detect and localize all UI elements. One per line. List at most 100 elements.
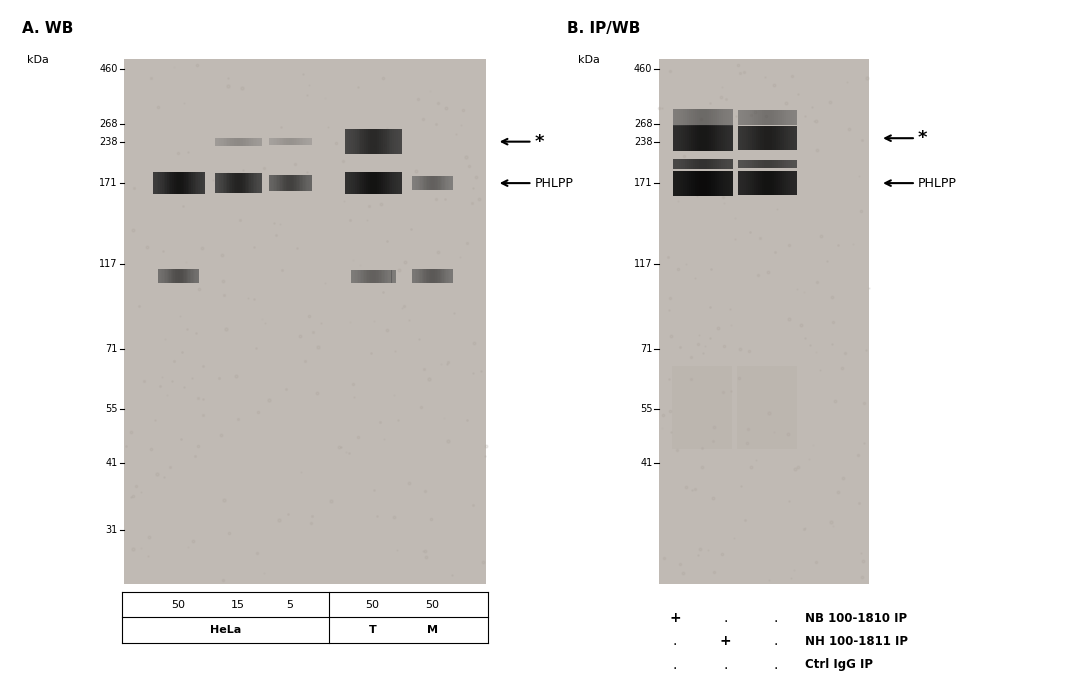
Bar bbox=[233, 138, 235, 146]
Bar bbox=[239, 173, 240, 193]
Bar bbox=[752, 171, 754, 195]
Bar bbox=[225, 138, 226, 146]
Bar bbox=[279, 138, 280, 145]
Text: 50: 50 bbox=[172, 600, 185, 609]
Bar bbox=[780, 110, 782, 125]
Bar bbox=[305, 138, 306, 145]
Bar bbox=[295, 138, 296, 145]
Bar bbox=[713, 159, 715, 169]
Bar bbox=[701, 109, 703, 126]
Bar bbox=[230, 173, 232, 193]
Bar bbox=[699, 159, 701, 169]
Bar bbox=[772, 126, 773, 150]
Bar bbox=[260, 173, 262, 193]
Bar bbox=[381, 172, 383, 194]
Bar bbox=[386, 270, 387, 283]
Bar bbox=[171, 172, 172, 194]
Bar bbox=[727, 171, 729, 196]
Bar bbox=[400, 172, 402, 194]
Bar bbox=[428, 176, 429, 190]
Bar bbox=[696, 171, 697, 196]
Bar bbox=[353, 270, 355, 283]
Text: 268: 268 bbox=[634, 120, 652, 129]
Bar bbox=[742, 160, 744, 168]
Bar bbox=[259, 138, 260, 146]
Bar bbox=[782, 110, 784, 125]
Bar bbox=[219, 173, 221, 193]
Bar bbox=[766, 110, 768, 125]
Bar bbox=[287, 138, 288, 145]
Bar bbox=[253, 138, 254, 146]
Bar bbox=[785, 160, 787, 168]
Bar bbox=[703, 159, 705, 169]
Bar bbox=[251, 138, 253, 146]
Bar bbox=[708, 159, 711, 169]
Bar bbox=[435, 269, 436, 283]
Bar bbox=[684, 125, 685, 151]
Bar bbox=[168, 269, 170, 283]
Bar bbox=[761, 110, 764, 125]
Bar bbox=[162, 172, 163, 194]
Bar bbox=[691, 125, 693, 151]
Text: .: . bbox=[673, 634, 677, 648]
Bar bbox=[170, 269, 171, 283]
Bar bbox=[770, 171, 772, 195]
Bar bbox=[723, 159, 725, 169]
Bar bbox=[737, 366, 797, 449]
Bar bbox=[673, 159, 675, 169]
Bar bbox=[436, 269, 438, 283]
Bar bbox=[363, 270, 364, 283]
Bar bbox=[163, 172, 165, 194]
Bar bbox=[361, 270, 363, 283]
Bar bbox=[701, 171, 703, 196]
Bar bbox=[717, 159, 719, 169]
Bar bbox=[381, 129, 383, 154]
Bar bbox=[280, 175, 282, 191]
Bar bbox=[448, 176, 449, 190]
Bar bbox=[677, 159, 679, 169]
Bar bbox=[288, 138, 291, 145]
Bar bbox=[754, 171, 756, 195]
Bar bbox=[283, 138, 284, 145]
Bar bbox=[707, 125, 708, 151]
Bar bbox=[794, 160, 796, 168]
Bar bbox=[754, 160, 756, 168]
Bar bbox=[181, 269, 183, 283]
Bar bbox=[725, 125, 727, 151]
Bar bbox=[768, 126, 770, 150]
Bar bbox=[703, 171, 705, 196]
Bar bbox=[164, 269, 165, 283]
Bar bbox=[438, 269, 440, 283]
Bar bbox=[782, 171, 784, 195]
Text: Ctrl IgG IP: Ctrl IgG IP bbox=[805, 659, 873, 671]
Bar bbox=[775, 126, 778, 150]
Bar bbox=[413, 176, 414, 190]
Bar bbox=[309, 175, 310, 191]
Bar bbox=[697, 125, 699, 151]
Bar bbox=[428, 269, 429, 283]
Bar bbox=[197, 269, 198, 283]
Bar bbox=[284, 175, 286, 191]
Bar bbox=[440, 176, 441, 190]
Bar bbox=[245, 138, 246, 146]
Bar bbox=[705, 159, 707, 169]
Bar bbox=[659, 59, 869, 584]
Bar bbox=[770, 126, 772, 150]
Bar bbox=[727, 125, 729, 151]
Bar bbox=[249, 173, 251, 193]
Bar bbox=[679, 171, 681, 196]
Bar bbox=[701, 159, 703, 169]
Bar bbox=[705, 109, 707, 126]
Bar bbox=[696, 159, 697, 169]
Text: T: T bbox=[368, 625, 377, 635]
Bar bbox=[681, 109, 684, 126]
Bar bbox=[379, 129, 381, 154]
Bar bbox=[413, 269, 414, 283]
Bar bbox=[160, 172, 162, 194]
Bar bbox=[731, 159, 732, 169]
Bar bbox=[731, 109, 732, 126]
Bar bbox=[353, 129, 355, 154]
Bar bbox=[756, 110, 758, 125]
Bar bbox=[684, 109, 685, 126]
Bar bbox=[768, 160, 770, 168]
